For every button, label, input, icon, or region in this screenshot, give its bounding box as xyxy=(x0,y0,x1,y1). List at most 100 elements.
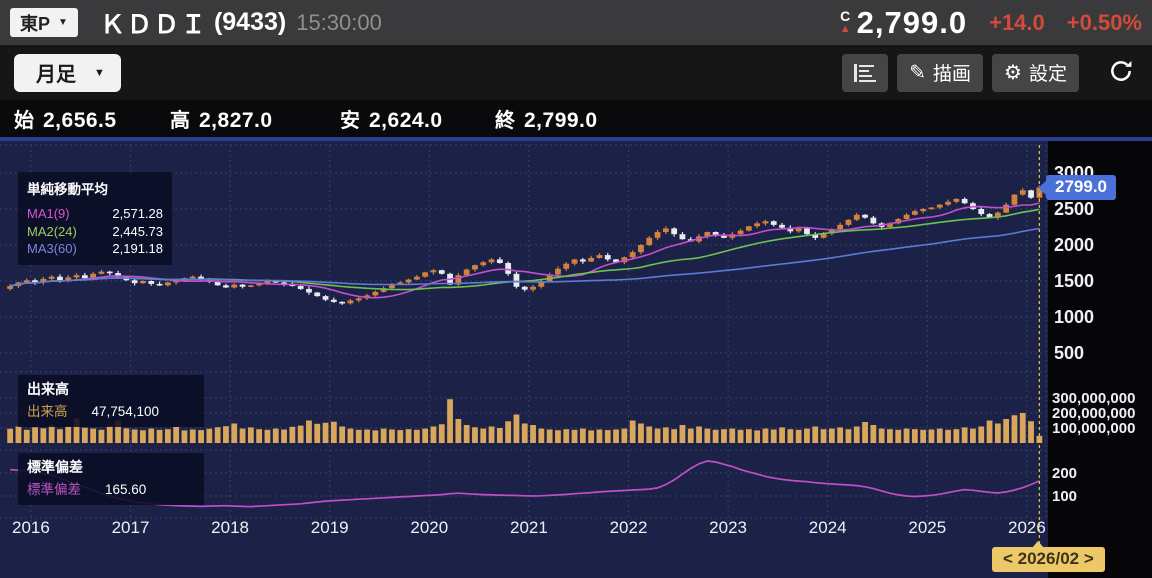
up-triangle-icon: ▲ xyxy=(839,22,851,35)
high-label: 高 xyxy=(170,110,190,132)
volume-bar xyxy=(198,430,204,443)
candle xyxy=(654,232,661,238)
settings-label: 設定 xyxy=(1028,64,1067,85)
timeframe-label: 月足 xyxy=(36,64,76,86)
chart-area[interactable]: 500 1000 1500 2000 2500 3000 2016 2017 2018 2019 2… xyxy=(0,141,1152,578)
volume-bar xyxy=(895,429,902,443)
volume-bar xyxy=(613,429,619,443)
volume-bar xyxy=(397,430,404,443)
candle xyxy=(198,276,204,279)
candle xyxy=(455,275,462,285)
volume-bar xyxy=(372,430,379,443)
candle xyxy=(223,285,229,288)
candle xyxy=(140,281,146,284)
volume-bar xyxy=(189,429,196,443)
volume-bar xyxy=(679,425,686,443)
open-label: 始 xyxy=(14,110,34,132)
volume-legend-panel: 出来高 出来高 47,754,100 xyxy=(18,375,204,428)
ma-line xyxy=(10,227,1040,287)
volume-bar xyxy=(571,429,578,443)
candle xyxy=(156,283,163,286)
volume-bar xyxy=(223,426,229,443)
symbol-code: (9433) xyxy=(213,8,287,36)
volume-bar xyxy=(173,426,180,443)
exchange-selector[interactable]: 東P ▼ xyxy=(10,8,78,37)
candle xyxy=(189,276,196,279)
sma-legend-panel: 単純移動平均 MA1(9) 2,571.28 MA2(24) 2,445.73 … xyxy=(18,172,172,265)
candle xyxy=(737,230,744,235)
close-value: 2,799.0 xyxy=(524,109,598,132)
svg-text:2000: 2000 xyxy=(1054,235,1094,255)
close-label: 終 xyxy=(495,110,515,132)
ma3-label: MA3(60) xyxy=(27,241,77,257)
volume-bar xyxy=(579,428,586,443)
volume-bar xyxy=(322,422,329,443)
candle xyxy=(530,286,536,290)
quote-time: 15:30:00 xyxy=(296,9,382,35)
volume-bar xyxy=(953,429,960,443)
refresh-button[interactable] xyxy=(1102,57,1140,88)
volume-bar xyxy=(256,429,263,443)
candle xyxy=(1019,190,1026,195)
draw-button[interactable]: ✎ 描画 xyxy=(897,53,984,92)
volume-bar xyxy=(1011,415,1018,443)
indicator-list-button[interactable] xyxy=(842,53,889,92)
candle xyxy=(845,219,852,225)
volume-bar xyxy=(264,429,271,443)
candle xyxy=(272,281,279,283)
candle xyxy=(621,257,628,263)
candle xyxy=(646,237,653,245)
candle xyxy=(413,276,420,280)
svg-text:1000: 1000 xyxy=(1054,307,1094,327)
volume-legend-row: 出来高 47,754,100 xyxy=(27,403,195,421)
volume-bar xyxy=(521,423,528,443)
chart-canvas-host[interactable]: 500 1000 1500 2000 2500 3000 2016 2017 2018 2019 2… xyxy=(0,141,1152,578)
volume-bar xyxy=(355,429,362,443)
candle xyxy=(638,245,644,253)
volume-bar xyxy=(347,428,354,443)
volume-bar xyxy=(729,428,736,443)
volume-bar xyxy=(845,429,852,443)
volume-bar xyxy=(164,429,171,443)
settings-button[interactable]: ⚙ 設定 xyxy=(992,53,1079,92)
candle xyxy=(65,277,72,281)
candle xyxy=(131,280,138,284)
volume-bar xyxy=(480,428,487,443)
candle xyxy=(214,281,221,286)
date-navigator[interactable]: < 2026/02 > xyxy=(992,541,1105,572)
candle xyxy=(588,257,595,262)
pencil-icon: ✎ xyxy=(909,61,927,84)
volume-bar xyxy=(413,429,420,443)
volume-bar xyxy=(297,425,304,443)
volume-bar xyxy=(812,426,819,443)
volume-bar xyxy=(98,429,105,443)
symbol-name: ＫＤＤＩ xyxy=(99,10,208,39)
volume-bar xyxy=(978,426,985,443)
svg-text:1500: 1500 xyxy=(1054,271,1094,291)
volume-bar xyxy=(762,428,769,443)
chevron-down-icon: ▼ xyxy=(58,17,68,28)
stddev-line xyxy=(10,460,1040,508)
candle xyxy=(422,272,429,277)
candle xyxy=(563,263,570,269)
indicator-bars-icon xyxy=(854,63,877,83)
volume-bar xyxy=(73,418,80,443)
candle xyxy=(679,234,686,240)
candle xyxy=(372,291,379,296)
volume-bar xyxy=(671,429,678,443)
candle xyxy=(23,280,30,283)
volume-bar xyxy=(754,430,761,443)
candle xyxy=(928,207,935,210)
volume-bar xyxy=(272,428,279,443)
candle xyxy=(779,224,785,228)
volume-bar xyxy=(828,428,835,443)
price-change: +14.0 xyxy=(989,9,1045,35)
timeframe-selector[interactable]: 月足 ▼ xyxy=(14,53,121,92)
volume-bar xyxy=(306,420,312,443)
volume-bar xyxy=(1003,419,1010,443)
candle xyxy=(704,232,711,237)
svg-text:200,000,000: 200,000,000 xyxy=(1052,405,1135,422)
svg-text:2016: 2016 xyxy=(12,518,50,537)
candle xyxy=(115,273,121,277)
